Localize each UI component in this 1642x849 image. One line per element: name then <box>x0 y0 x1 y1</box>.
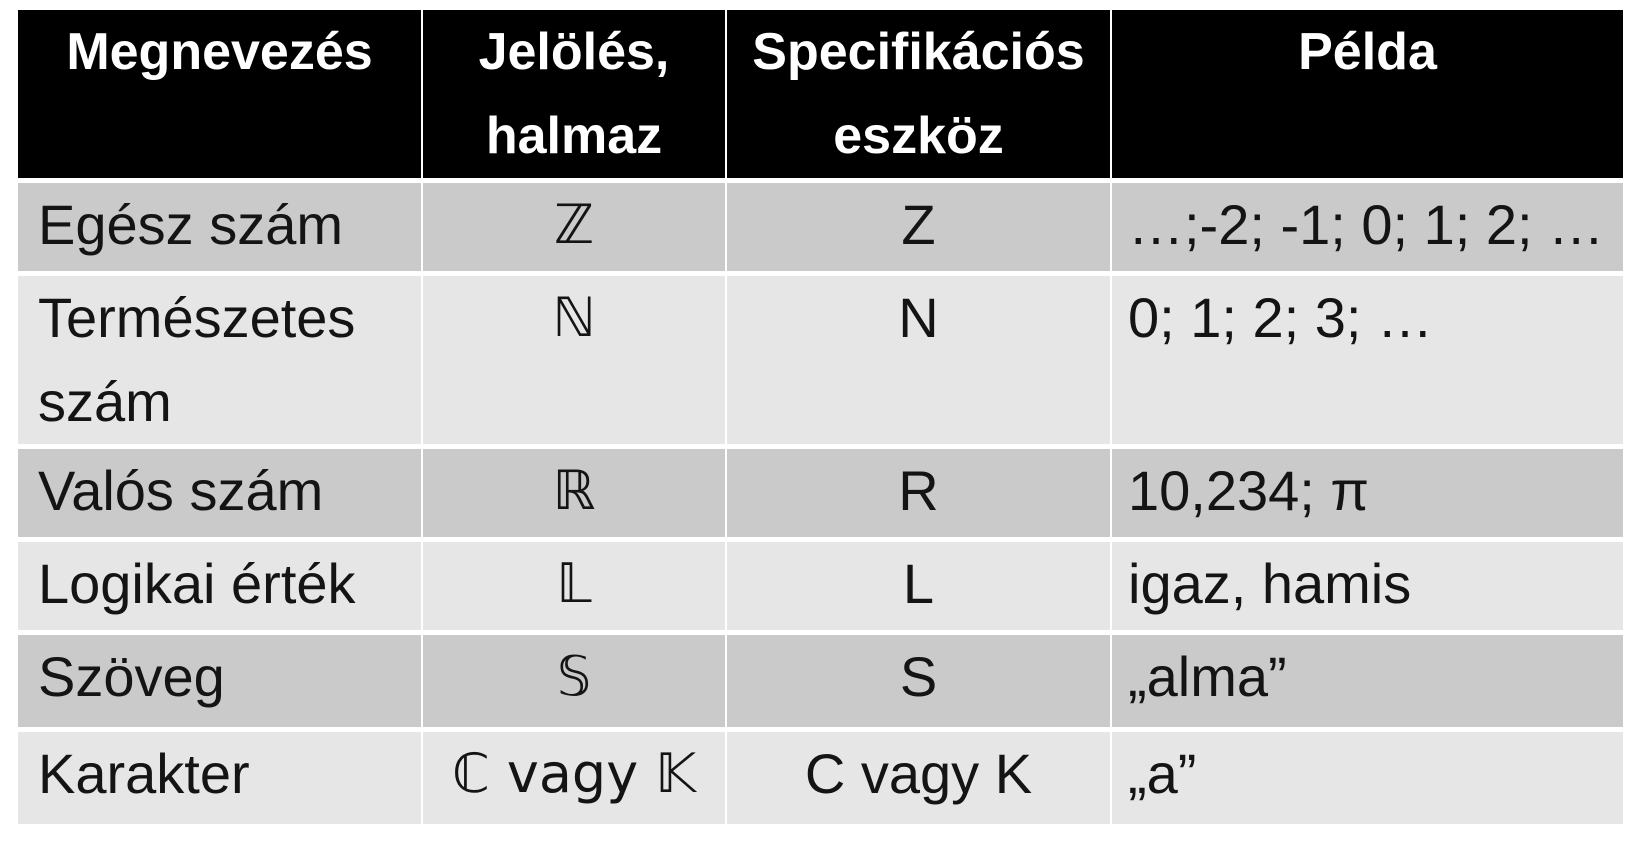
table-row-termeszetes-szam: Természetes szám ℕ N 0; 1; 2; 3; … <box>18 276 1623 444</box>
cell-name: Természetes szám <box>18 276 421 444</box>
cell-spec: N <box>727 276 1110 444</box>
cell-name: Egész szám <box>18 183 421 271</box>
cell-spec: Z <box>727 183 1110 271</box>
table-row-logikai-ertek: Logikai érték 𝕃 L igaz, hamis <box>18 542 1623 630</box>
cell-example: 10,234; π <box>1112 449 1623 537</box>
cell-notation: ℂ vagy 𝕂 <box>423 732 725 824</box>
cell-name: Szöveg <box>18 635 421 727</box>
column-header-megnevezes: Megnevezés <box>18 10 421 178</box>
cell-notation: ℝ <box>423 449 725 537</box>
header-row: Megnevezés Jelölés, halmaz Specifikációs… <box>18 10 1623 178</box>
column-header-specifikacios-eszkoz: Specifikációs eszköz <box>727 10 1110 178</box>
cell-example: …;-2; -1; 0; 1; 2; … <box>1112 183 1623 271</box>
data-types-table: Megnevezés Jelölés, halmaz Specifikációs… <box>16 5 1625 829</box>
table-row-karakter: Karakter ℂ vagy 𝕂 C vagy K „a” <box>18 732 1623 824</box>
cell-example: 0; 1; 2; 3; … <box>1112 276 1623 444</box>
column-header-jeloles-halmaz: Jelölés, halmaz <box>423 10 725 178</box>
cell-name: Valós szám <box>18 449 421 537</box>
cell-spec: S <box>727 635 1110 727</box>
cell-spec: L <box>727 542 1110 630</box>
table-row-egesz-szam: Egész szám ℤ Z …;-2; -1; 0; 1; 2; … <box>18 183 1623 271</box>
cell-name: Karakter <box>18 732 421 824</box>
table-row-szoveg: Szöveg 𝕊 S „alma” <box>18 635 1623 727</box>
cell-example: „a” <box>1112 732 1623 824</box>
cell-example: igaz, hamis <box>1112 542 1623 630</box>
cell-spec: C vagy K <box>727 732 1110 824</box>
table-row-valos-szam: Valós szám ℝ R 10,234; π <box>18 449 1623 537</box>
cell-notation: ℕ <box>423 276 725 444</box>
cell-notation: ℤ <box>423 183 725 271</box>
cell-spec: R <box>727 449 1110 537</box>
cell-example: „alma” <box>1112 635 1623 727</box>
cell-notation: 𝕃 <box>423 542 725 630</box>
cell-name: Logikai érték <box>18 542 421 630</box>
cell-notation: 𝕊 <box>423 635 725 727</box>
column-header-pelda: Példa <box>1112 10 1623 178</box>
